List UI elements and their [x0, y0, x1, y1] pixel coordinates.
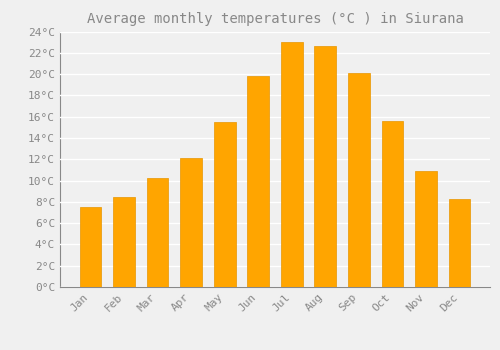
- Bar: [382, 121, 404, 287]
- Bar: [180, 158, 202, 287]
- Bar: [80, 207, 102, 287]
- Bar: [214, 122, 236, 287]
- Bar: [113, 196, 135, 287]
- Bar: [281, 42, 302, 287]
- Title: Average monthly temperatures (°C ) in Siurana: Average monthly temperatures (°C ) in Si…: [86, 12, 464, 26]
- Bar: [448, 199, 470, 287]
- Bar: [348, 73, 370, 287]
- Bar: [248, 76, 269, 287]
- Bar: [314, 47, 336, 287]
- Bar: [146, 178, 169, 287]
- Bar: [415, 171, 437, 287]
